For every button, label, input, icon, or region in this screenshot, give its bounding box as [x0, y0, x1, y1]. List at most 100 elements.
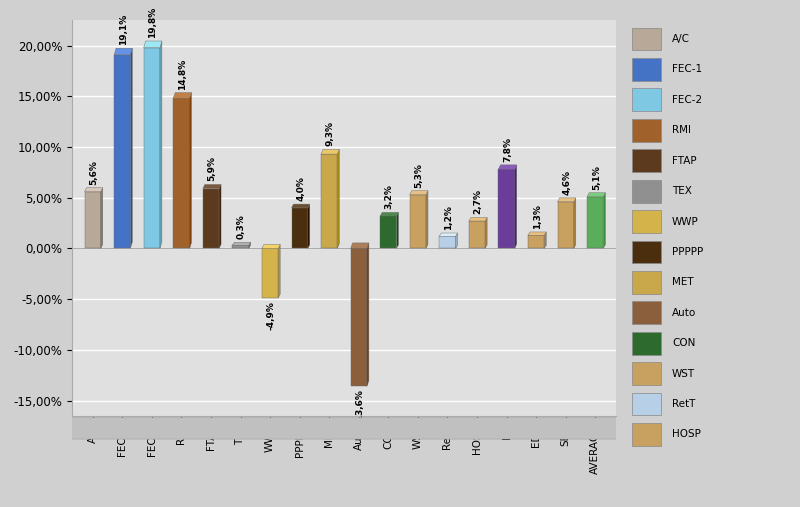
Text: 19,1%: 19,1%: [118, 14, 128, 45]
Polygon shape: [587, 197, 603, 248]
Text: PPPPP: PPPPP: [672, 247, 703, 257]
Text: 4,0%: 4,0%: [296, 176, 305, 201]
Polygon shape: [232, 242, 250, 245]
Polygon shape: [587, 193, 606, 197]
Polygon shape: [203, 185, 221, 189]
Polygon shape: [558, 198, 576, 202]
Polygon shape: [144, 48, 160, 248]
Polygon shape: [114, 55, 130, 248]
Text: 1,2%: 1,2%: [444, 205, 453, 230]
Polygon shape: [456, 233, 458, 248]
Polygon shape: [321, 154, 338, 248]
Text: 1,3%: 1,3%: [533, 204, 542, 229]
Text: RetT: RetT: [672, 399, 695, 409]
Text: FTAP: FTAP: [672, 156, 697, 166]
Polygon shape: [85, 188, 102, 192]
Polygon shape: [439, 236, 456, 248]
Polygon shape: [262, 248, 278, 298]
Polygon shape: [397, 212, 398, 248]
Polygon shape: [278, 244, 280, 298]
Polygon shape: [291, 208, 308, 248]
Polygon shape: [321, 150, 339, 154]
Polygon shape: [262, 244, 280, 248]
Text: CON: CON: [672, 338, 695, 348]
Text: MET: MET: [672, 277, 694, 287]
Polygon shape: [410, 191, 428, 195]
FancyBboxPatch shape: [632, 58, 661, 81]
Polygon shape: [174, 93, 191, 98]
Polygon shape: [101, 188, 102, 248]
FancyBboxPatch shape: [632, 179, 661, 202]
Text: 19,8%: 19,8%: [148, 7, 158, 38]
Text: HOSP: HOSP: [672, 429, 701, 440]
Text: Auto: Auto: [672, 308, 696, 318]
FancyBboxPatch shape: [632, 119, 661, 141]
Text: 9,3%: 9,3%: [326, 121, 334, 147]
FancyBboxPatch shape: [632, 362, 661, 385]
Polygon shape: [544, 232, 546, 248]
Polygon shape: [426, 191, 428, 248]
Polygon shape: [130, 48, 132, 248]
Polygon shape: [558, 202, 574, 248]
Polygon shape: [498, 169, 514, 248]
Text: WST: WST: [672, 369, 695, 379]
Text: 5,6%: 5,6%: [89, 160, 98, 185]
FancyBboxPatch shape: [632, 210, 661, 233]
FancyBboxPatch shape: [632, 241, 661, 264]
Text: 14,8%: 14,8%: [178, 58, 187, 90]
FancyBboxPatch shape: [632, 271, 661, 294]
FancyBboxPatch shape: [632, 392, 661, 416]
Polygon shape: [367, 243, 369, 386]
Text: 4,6%: 4,6%: [562, 170, 571, 195]
Polygon shape: [174, 98, 190, 248]
FancyBboxPatch shape: [632, 423, 661, 446]
Polygon shape: [485, 218, 487, 248]
Polygon shape: [66, 418, 638, 439]
Polygon shape: [439, 233, 458, 236]
Text: 0,3%: 0,3%: [237, 214, 246, 239]
Polygon shape: [291, 204, 310, 208]
Text: WWP: WWP: [672, 216, 698, 227]
Text: 5,1%: 5,1%: [592, 165, 601, 190]
Polygon shape: [114, 48, 132, 55]
Text: 3,2%: 3,2%: [385, 185, 394, 209]
Polygon shape: [380, 216, 397, 248]
Polygon shape: [308, 204, 310, 248]
Polygon shape: [160, 41, 162, 248]
Polygon shape: [203, 189, 219, 248]
Text: RMI: RMI: [672, 125, 691, 135]
Polygon shape: [219, 185, 221, 248]
Polygon shape: [574, 198, 576, 248]
Text: 7,8%: 7,8%: [503, 137, 512, 162]
Polygon shape: [249, 242, 250, 248]
Polygon shape: [603, 193, 606, 248]
Polygon shape: [144, 41, 162, 48]
Polygon shape: [350, 248, 367, 386]
Polygon shape: [190, 93, 191, 248]
Text: A/C: A/C: [672, 34, 690, 44]
Polygon shape: [85, 192, 101, 248]
Text: TEX: TEX: [672, 186, 692, 196]
Polygon shape: [514, 165, 517, 248]
Text: -4,9%: -4,9%: [266, 301, 275, 330]
FancyBboxPatch shape: [632, 27, 661, 51]
Polygon shape: [528, 235, 544, 248]
Text: -13,6%: -13,6%: [355, 389, 364, 424]
Polygon shape: [469, 218, 487, 221]
Polygon shape: [528, 232, 546, 235]
Polygon shape: [380, 212, 398, 216]
Polygon shape: [232, 245, 249, 248]
Polygon shape: [469, 221, 485, 248]
Text: FEC-1: FEC-1: [672, 64, 702, 75]
Text: FEC-2: FEC-2: [672, 95, 702, 105]
Polygon shape: [498, 165, 517, 169]
Text: 5,3%: 5,3%: [414, 163, 423, 188]
Polygon shape: [338, 150, 339, 248]
Text: 2,7%: 2,7%: [474, 190, 482, 214]
Polygon shape: [410, 195, 426, 248]
FancyBboxPatch shape: [632, 149, 661, 172]
FancyBboxPatch shape: [632, 332, 661, 355]
Polygon shape: [350, 243, 369, 248]
Text: 5,9%: 5,9%: [207, 157, 217, 182]
FancyBboxPatch shape: [632, 88, 661, 111]
